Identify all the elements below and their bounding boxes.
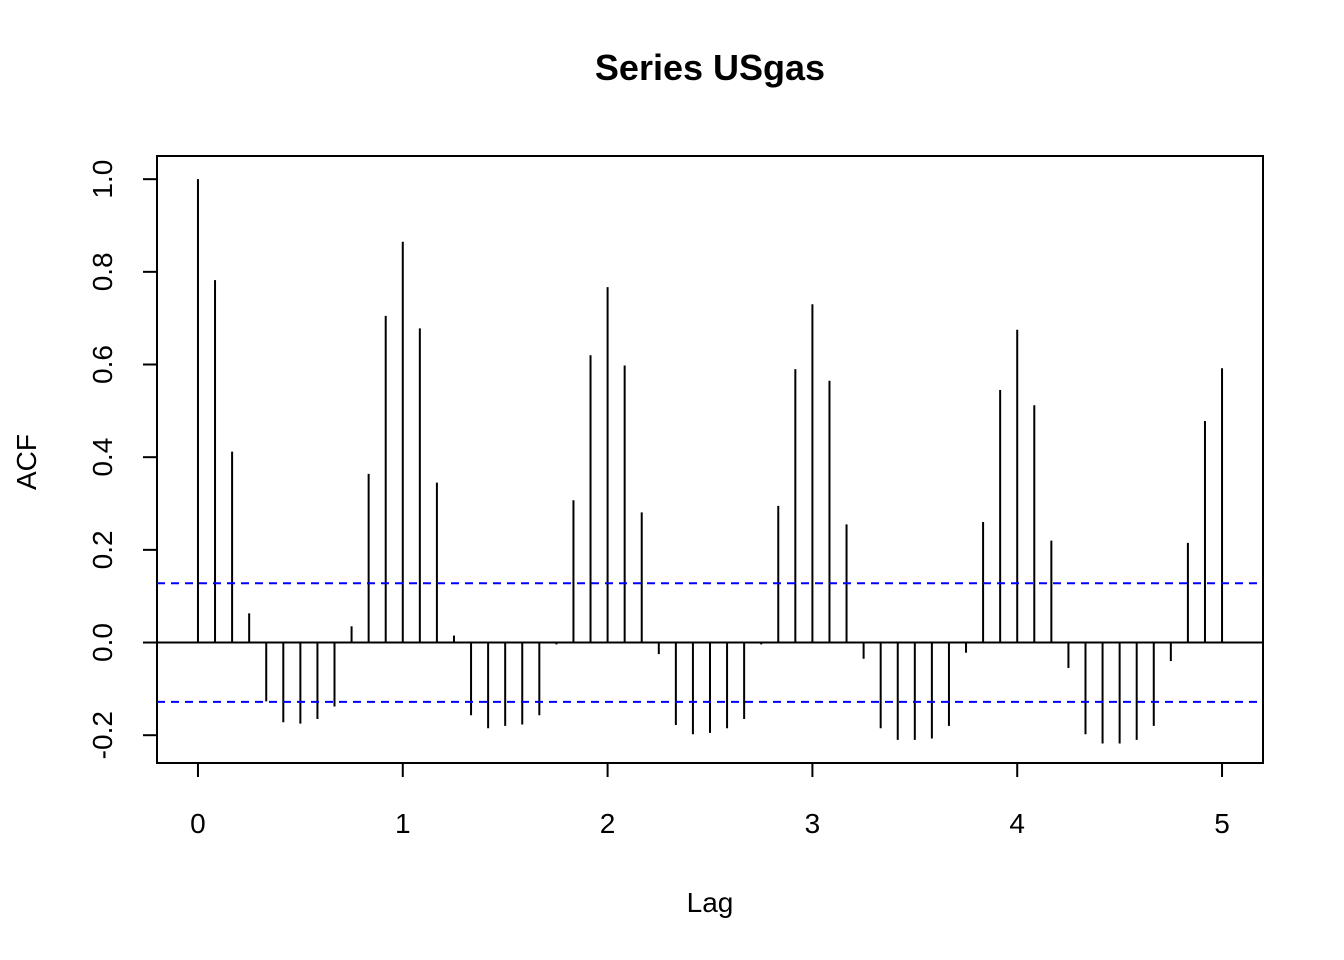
x-tick-label: 0 — [190, 808, 206, 839]
x-tick-label: 4 — [1009, 808, 1025, 839]
y-tick-label: 0.2 — [87, 530, 118, 569]
confidence-bounds — [157, 582, 1263, 703]
chart-title: Series USgas — [595, 47, 825, 88]
x-tick-label: 5 — [1214, 808, 1230, 839]
x-tick-label: 1 — [395, 808, 411, 839]
y-tick-label: 0.6 — [87, 345, 118, 384]
y-tick-label: 0.0 — [87, 623, 118, 662]
y-tick-label: 0.4 — [87, 438, 118, 477]
x-axis-label: Lag — [687, 887, 734, 918]
x-axis: 0 1 2 3 4 5 — [190, 762, 1230, 839]
y-tick-label: 1.0 — [87, 160, 118, 199]
x-tick-label: 2 — [600, 808, 616, 839]
y-axis-label: ACF — [11, 434, 42, 490]
y-axis: -0.2 0.0 0.2 0.4 0.6 0.8 1.0 — [87, 160, 158, 759]
acf-bars — [157, 179, 1263, 744]
x-tick-label: 3 — [805, 808, 821, 839]
y-tick-label: -0.2 — [87, 711, 118, 759]
y-tick-label: 0.8 — [87, 252, 118, 291]
